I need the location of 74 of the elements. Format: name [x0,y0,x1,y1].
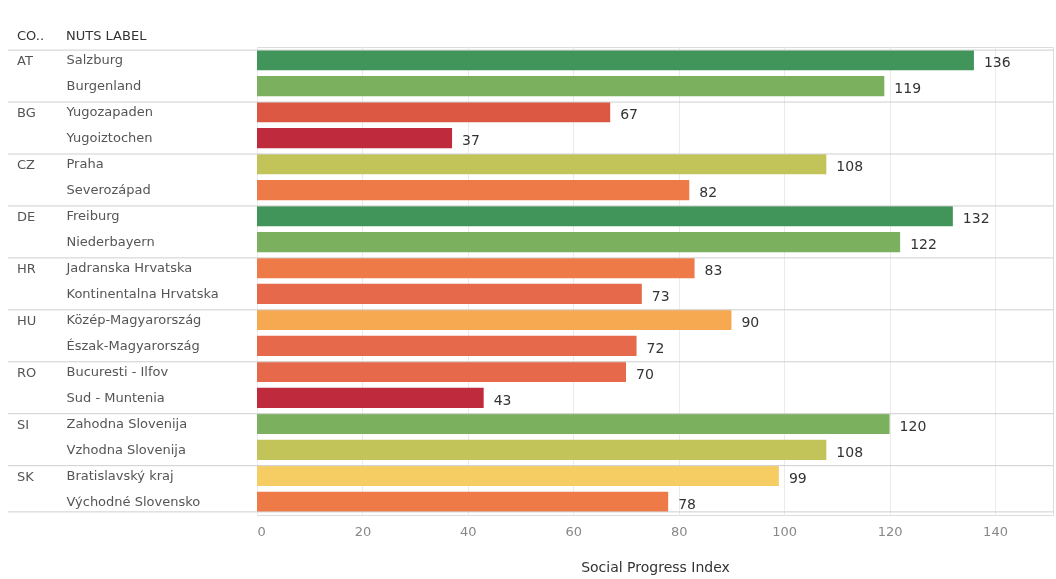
x-tick-label: 0 [257,523,266,539]
bar [257,465,779,486]
y-tick-label: Yugoiztochen [65,130,153,146]
bar [257,76,885,97]
y-tick-label: Yugozapaden [65,104,153,120]
text: HR [17,261,36,277]
y-tick-label: Salzburg [66,52,124,68]
bar [257,128,453,149]
y-tick-label: Severozápad [66,182,151,198]
x-tick-label: 120 [877,523,903,539]
bar [257,387,484,408]
y-tick-label: Praha [66,156,104,172]
data-label: 83 [704,262,723,279]
y-tick-label: Východné Slovensko [66,493,201,509]
x-tick-label: 100 [772,523,798,539]
y-tick-label: Közép-Magyarország [66,311,202,327]
x-tick-label: 140 [983,523,1008,539]
y-tick-label: Észak-Magyarország [66,337,200,353]
text: NUTS LABEL [66,28,148,43]
x-tick-label: 20 [354,523,372,539]
bar [257,257,695,279]
bar [257,102,611,123]
text: CO.. [17,28,45,43]
text: SI [17,416,30,432]
y-tick-label: Niederbayern [66,234,155,250]
data-label: 119 [894,80,922,97]
bar [257,283,642,305]
text: RO [17,364,37,380]
data-label: 132 [962,210,990,227]
data-label: 99 [788,469,807,486]
y-tick-label: Zahodna Slovenija [66,415,188,431]
bar [257,231,901,253]
text: HU [17,312,37,328]
text: DE [17,209,36,225]
x-axis-title: Social Progress Index [581,558,730,575]
bar [257,413,890,434]
text: SK [17,468,35,484]
y-tick-label: Sud - Muntenia [66,389,165,405]
bar [257,309,732,331]
data-label: 90 [741,313,760,330]
data-label: 67 [620,106,639,123]
data-label: 43 [493,391,512,408]
data-label: 73 [651,287,670,304]
y-tick-label: Burgenland [66,78,142,94]
text: BG [17,105,36,121]
bar [257,179,690,201]
x-tick-label: 40 [460,523,477,539]
bar [257,335,637,357]
y-tick-label: Freiburg [66,208,120,224]
y-tick-label: Jadranska Hrvatska [65,260,193,276]
data-label: 136 [983,54,1011,71]
text: AT [17,53,33,69]
bar [257,491,669,512]
data-label: 122 [910,236,937,253]
y-tick-label: Bratislavský kraj [66,467,174,483]
y-tick-label: Bucuresti - Ilfov [66,363,169,379]
data-label: 82 [699,184,718,201]
bar [257,439,827,460]
data-label: 108 [836,158,864,175]
data-label: 72 [646,339,665,356]
text: CZ [17,157,36,173]
bar [257,154,827,175]
data-label: 78 [678,495,697,512]
y-tick-label: Vzhodna Slovenija [66,441,186,457]
bar [257,361,627,383]
y-tick-label: Kontinentalna Hrvatska [66,285,219,301]
data-label: 70 [636,365,654,382]
data-label: 120 [899,417,927,434]
bar [257,50,974,71]
x-tick-label: 80 [670,523,688,539]
data-label: 108 [836,443,864,460]
data-label: 37 [462,132,480,149]
x-tick-label: 60 [565,523,583,539]
bar [257,205,953,227]
